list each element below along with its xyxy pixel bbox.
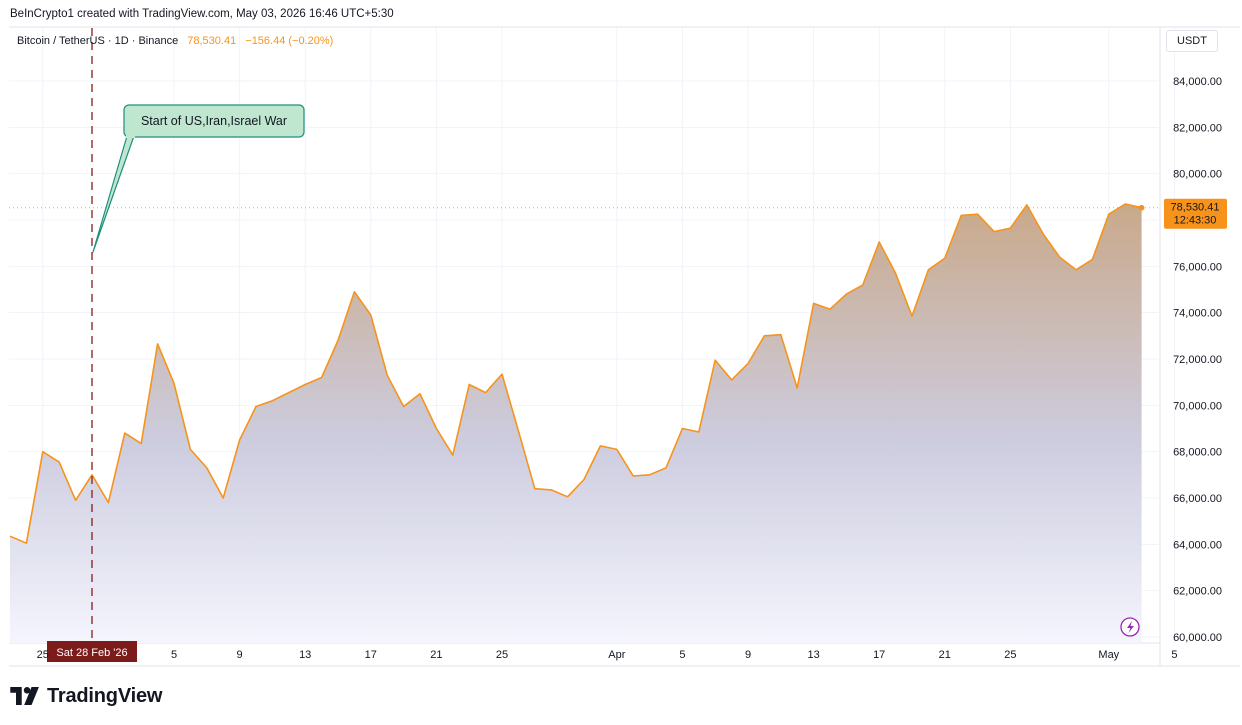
x-tick-label: 17	[873, 649, 885, 661]
x-tick-label: 13	[807, 649, 819, 661]
x-tick-label: 25	[496, 649, 508, 661]
x-tick-label: Apr	[608, 649, 625, 661]
last-price-dot	[1138, 204, 1145, 211]
y-tick-label: 84,000.00	[1173, 76, 1222, 88]
price-area	[10, 204, 1142, 643]
tradingview-logo[interactable]: TradingView	[10, 683, 162, 709]
crosshair-date-label-bg	[47, 641, 137, 662]
y-tick-label: 72,000.00	[1173, 354, 1222, 366]
flash-icon[interactable]	[1120, 617, 1140, 637]
tradingview-logo-text: TradingView	[47, 684, 163, 707]
attribution-text: BeInCrypto1 created with TradingView.com…	[10, 8, 394, 20]
price-area-fill	[10, 204, 1142, 643]
x-tick-label: 5	[679, 649, 685, 661]
x-tick-label: 9	[745, 649, 751, 661]
y-axis[interactable]: 60,000.00 62,000.00 64,000.00 66,000.00 68,0…	[1164, 76, 1227, 644]
last-price-countdown: 12:43:30	[1174, 215, 1217, 227]
currency-selector[interactable]: USDT	[1166, 30, 1218, 52]
x-tick-label: 21	[430, 649, 442, 661]
x-tick-label: 17	[365, 649, 377, 661]
x-tick-label: 21	[939, 649, 951, 661]
y-tick-label: 64,000.00	[1173, 539, 1222, 551]
y-tick-label: 68,000.00	[1173, 447, 1222, 459]
x-tick-label: 5	[1171, 649, 1177, 661]
callout-pointer	[92, 135, 135, 253]
y-tick-label: 80,000.00	[1173, 169, 1222, 181]
x-tick-label: 5	[171, 649, 177, 661]
legend-price: 78,530.41	[187, 35, 237, 47]
callout-box[interactable]	[123, 104, 305, 138]
price-line	[9, 203, 1142, 544]
y-tick-label: 60,000.00	[1173, 632, 1222, 644]
x-axis[interactable]: 25 5 9 13 17 21 25 Apr 5 9 13 17 21 25 May 5	[37, 649, 1178, 661]
crosshair: Sat 28 Feb '26	[47, 28, 137, 662]
price-line-layer	[9, 203, 1160, 544]
last-price-label	[1164, 198, 1227, 229]
y-tick-label: 66,000.00	[1173, 493, 1222, 505]
x-tick-label: 9	[237, 649, 243, 661]
callout-joint	[126, 134, 135, 138]
callout-text: Start of US,Iran,Israel War	[141, 114, 287, 128]
x-tick-label: May	[1098, 649, 1119, 661]
crosshair-date-label: Sat 28 Feb '26	[56, 647, 127, 659]
annotation[interactable]: Start of US,Iran,Israel War	[92, 104, 1140, 637]
flash-icon-bolt	[1127, 621, 1134, 633]
x-tick-label: 25	[1004, 649, 1016, 661]
last-price-label-value: 78,530.41	[1171, 202, 1220, 214]
y-tick-label: 70,000.00	[1173, 400, 1222, 412]
tradingview-logo-icon	[10, 687, 39, 705]
legend-change: −156.44 (−0.20%)	[245, 35, 334, 47]
y-tick-label: 62,000.00	[1173, 586, 1222, 598]
symbol-legend[interactable]: Bitcoin / TetherUS · 1D · Binance 78,530…	[17, 35, 333, 47]
y-tick-label: 76,000.00	[1173, 261, 1222, 273]
y-tick-label: 74,000.00	[1173, 308, 1222, 320]
symbol-name[interactable]: Bitcoin / TetherUS · 1D · Binance	[17, 35, 179, 47]
x-tick-label: 13	[299, 649, 311, 661]
x-tick-label: 25	[37, 649, 49, 661]
y-tick-label: 82,000.00	[1173, 122, 1222, 134]
